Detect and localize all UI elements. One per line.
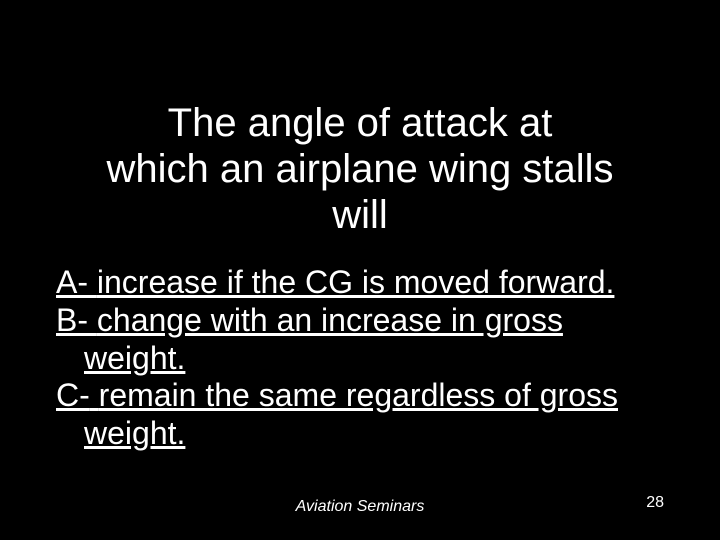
- answer-b: B- change with an increase in gross: [56, 302, 676, 340]
- answer-a-label: A-: [56, 264, 88, 300]
- title-line-3: will: [332, 193, 388, 237]
- title-line-1: The angle of attack at: [168, 101, 553, 145]
- answer-b-cont: weight.: [56, 340, 676, 378]
- answer-a: A- increase if the CG is moved forward.: [56, 264, 676, 302]
- footer-text: Aviation Seminars: [0, 498, 720, 516]
- answer-c-text: remain the same regardless of gross: [99, 377, 618, 413]
- answer-a-text: increase if the CG is moved forward.: [97, 264, 615, 300]
- title-line-2: which an airplane wing stalls: [107, 147, 614, 191]
- answer-c-cont: weight.: [56, 415, 676, 453]
- answer-b-label: B-: [56, 302, 88, 338]
- answer-b-text: change with an increase in gross: [97, 302, 563, 338]
- answers-block: A- increase if the CG is moved forward. …: [56, 264, 676, 453]
- answer-c: C- remain the same regardless of gross: [56, 377, 676, 415]
- page-number: 28: [646, 494, 664, 512]
- answer-c-label: C-: [56, 377, 90, 413]
- question-title: The angle of attack at which an airplane…: [56, 100, 664, 238]
- slide: #3211. The angle of attack at which an a…: [0, 0, 720, 540]
